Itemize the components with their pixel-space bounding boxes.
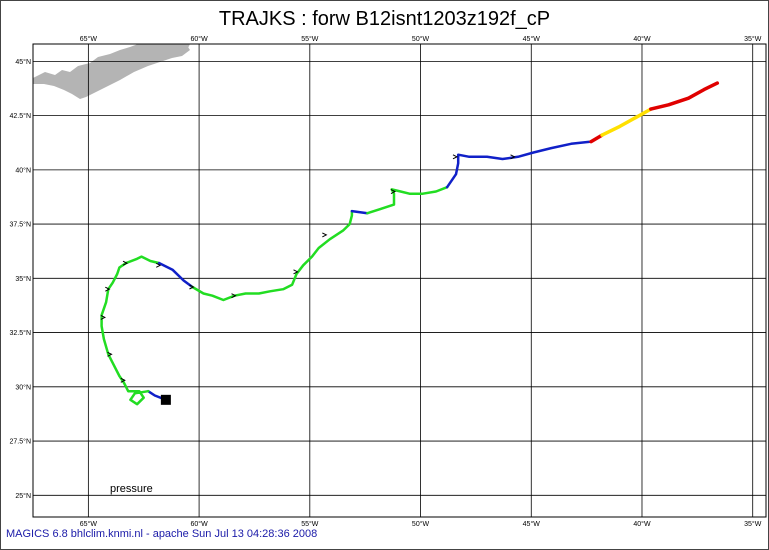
lon-tick-label: 45°W xyxy=(523,35,541,43)
lon-tick-label: 45°W xyxy=(523,520,541,528)
trajectory-segment-mid xyxy=(350,209,369,215)
cape-breton-landmass xyxy=(155,44,190,50)
lat-tick-label: 40°N xyxy=(15,166,31,174)
legend-label: pressure xyxy=(110,483,153,495)
time-marker-arrow xyxy=(510,154,516,160)
time-marker-arrow xyxy=(107,351,113,357)
lat-tick-label: 42.5°N xyxy=(10,112,31,120)
trajectory-segment-low xyxy=(191,209,354,302)
footer-credit: MAGICS 6.8 bhlclim.knmi.nl - apache Sun … xyxy=(6,528,318,540)
time-marker-arrow xyxy=(189,284,195,290)
lon-tick-label: 60°W xyxy=(190,35,208,43)
lon-tick-label: 65°W xyxy=(80,35,98,43)
trajectory-segment-low xyxy=(100,255,161,406)
lon-tick-label: 50°W xyxy=(412,35,430,43)
axis-ticks: 65°W 65°W 60°W 60°W 55°W 55°W 50°W 50°W 45°W 45°W… xyxy=(10,35,762,528)
time-marker-arrow xyxy=(231,293,237,299)
land-layer xyxy=(33,44,190,99)
time-marker-arrow xyxy=(293,269,299,275)
trajectory xyxy=(100,81,720,406)
nova-scotia-landmass xyxy=(33,44,190,99)
time-markers xyxy=(100,154,516,405)
trajectory-segment-top xyxy=(649,81,720,111)
lat-tick-label: 25°N xyxy=(15,492,31,500)
lon-tick-label: 60°W xyxy=(190,520,208,528)
map-title: TRAJKS : forw B12isnt1203z192f_cP xyxy=(218,8,551,30)
trajectory-segment-low xyxy=(366,185,449,215)
lon-tick-label: 35°W xyxy=(744,35,762,43)
lat-tick-label: 45°N xyxy=(15,58,31,66)
start-marker xyxy=(160,394,171,405)
lat-tick-label: 27.5°N xyxy=(10,438,31,446)
time-marker-arrow xyxy=(105,286,111,292)
lon-tick-label: 55°W xyxy=(301,520,319,528)
time-marker-arrow xyxy=(390,189,397,194)
lon-tick-label: 65°W xyxy=(80,520,98,528)
time-marker-arrow xyxy=(120,377,126,383)
trajectory-segment-high xyxy=(600,107,653,137)
time-marker-arrow xyxy=(100,314,106,320)
lat-tick-label: 32.5°N xyxy=(10,329,31,337)
trajectory-segment-mid xyxy=(157,261,194,289)
lon-tick-label: 40°W xyxy=(633,520,651,528)
lon-tick-label: 55°W xyxy=(301,35,319,43)
lat-tick-label: 30°N xyxy=(15,383,31,391)
trajectory-segment-mid xyxy=(445,140,593,189)
lon-tick-label: 50°W xyxy=(412,520,430,528)
graticule xyxy=(33,44,766,517)
lon-tick-label: 40°W xyxy=(633,35,651,43)
time-marker-arrow xyxy=(452,154,459,160)
time-marker-arrow xyxy=(156,262,162,268)
lon-tick-label: 35°W xyxy=(744,520,762,528)
lat-tick-label: 37.5°N xyxy=(10,221,31,229)
map-frame xyxy=(32,43,767,518)
lat-tick-label: 35°N xyxy=(15,275,31,283)
time-marker-arrow xyxy=(122,260,129,266)
trajectory-segment-top xyxy=(589,133,604,144)
time-marker-arrow xyxy=(322,232,328,238)
